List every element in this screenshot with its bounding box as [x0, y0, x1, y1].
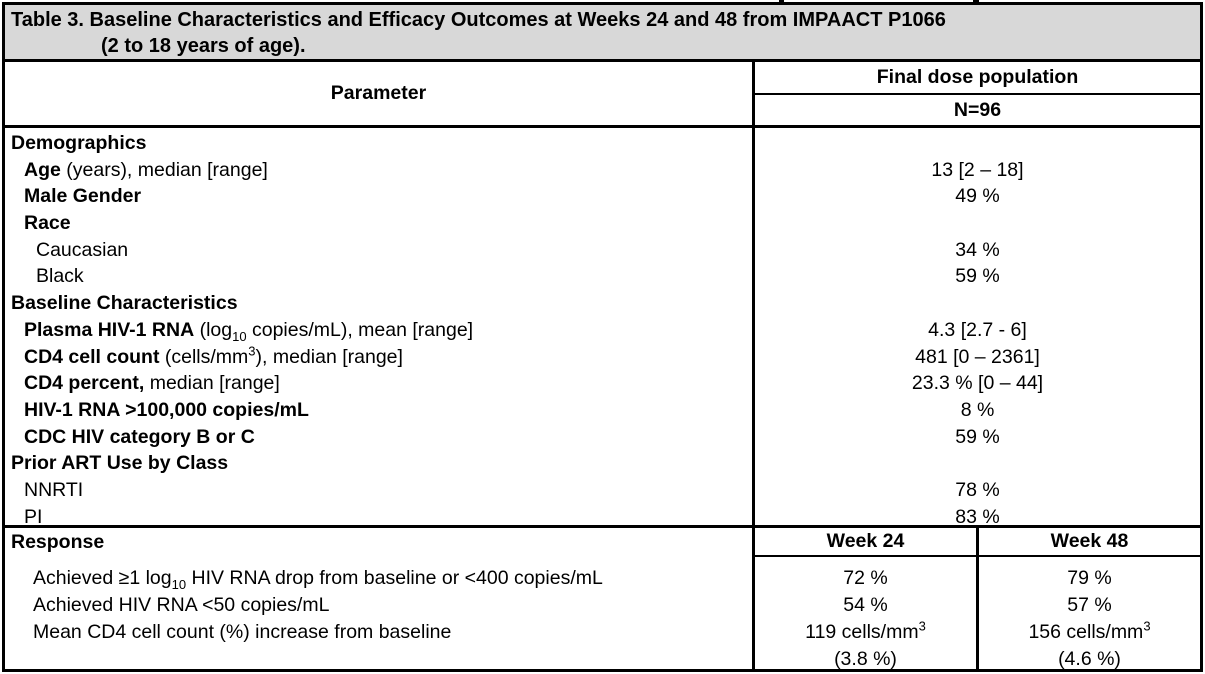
parameter-row-label: PI [24, 505, 43, 525]
table-title-line1: Table 3. Baseline Characteristics and Ef… [11, 9, 946, 31]
parameter-row-label: Baseline Characteristics [11, 292, 238, 315]
parameter-row-label: HIV-1 RNA >100,000 copies/mL [24, 398, 309, 421]
parameter-row-label: Male Gender [24, 185, 142, 208]
parameter-row-value [755, 450, 1200, 477]
parameter-row-label: Caucasian [36, 238, 129, 261]
parameter-row-value [755, 210, 1200, 237]
parameter-row-label: CD4 percent, median [range] [24, 372, 280, 395]
parameter-row-label: Black [36, 265, 84, 288]
parameter-row-value: 8 % [960, 398, 995, 421]
parameter-row-label: Demographics [11, 132, 147, 154]
response-week24-value: 72 % [843, 567, 888, 589]
parameter-row-value: 4.3 [2.7 - 6] [928, 318, 1027, 341]
table-body: Demographics Age (years), median [range] M… [5, 128, 1200, 525]
parameter-row-value: 13 [2 – 18] [931, 158, 1024, 181]
parameter-row-value [755, 130, 1200, 157]
parameter-row-value: 59 % [955, 265, 1000, 288]
parameter-row-value: 78 % [955, 478, 1000, 501]
response-header-row: Response Week 24 Week 48 [5, 525, 1200, 557]
week-48-column-header: Week 48 [979, 528, 1200, 557]
parameter-row-value: 23.3 % [0 – 44] [911, 372, 1044, 395]
parameter-column-header: Parameter [5, 62, 755, 125]
parameter-row-label: Plasma HIV-1 RNA (log10 copies/mL), mean… [24, 318, 474, 344]
response-week48-value: 79 % [1067, 567, 1112, 589]
response-body: Achieved ≥1 log10 HIV RNA drop from base… [5, 557, 1200, 669]
parameter-row-value: 59 % [955, 425, 1000, 448]
week-24-column-header: Week 24 [755, 528, 979, 557]
response-row-label: Achieved ≥1 log10 HIV RNA drop from base… [33, 567, 603, 592]
parameter-row-label: CDC HIV category B or C [24, 425, 255, 448]
response-week48-values: 79 % 57 % 156 cells/mm3 (4.6 %) [979, 557, 1200, 669]
table-body-values: 13 [2 – 18] 49 % 34 % 59 % 4.3 [2.7 - 6] 481 … [755, 128, 1200, 525]
table-title: Table 3. Baseline Characteristics and Ef… [5, 5, 1200, 62]
response-week24-value: 54 % [843, 594, 888, 616]
response-week24-values: 72 % 54 % 119 cells/mm3 (3.8 %) [755, 557, 979, 669]
response-week48-value: 156 cells/mm3 (4.6 %) [1028, 618, 1151, 670]
n-count-header: N=96 [953, 98, 1002, 121]
table-header-row: Parameter Final dose population N=96 [5, 62, 1200, 128]
response-row-label: Achieved HIV RNA <50 copies/mL [33, 594, 330, 616]
response-section-header: Response [5, 528, 755, 557]
population-column-header: Final dose population N=96 [755, 62, 1200, 125]
response-row-label: Mean CD4 cell count (%) increase from ba… [33, 621, 452, 643]
parameter-row-value: 49 % [955, 185, 1000, 208]
parameter-row-label: Prior ART Use by Class [11, 452, 229, 475]
parameter-row-label: NNRTI [24, 478, 84, 501]
parameter-row-value: 83 % [955, 505, 1000, 525]
parameter-row-value: 481 [0 – 2361] [915, 345, 1040, 368]
parameter-row-value [755, 290, 1200, 317]
parameter-row-value: 34 % [955, 238, 1000, 261]
table-title-line2: (2 to 18 years of age). [101, 35, 306, 57]
response-week48-value: 57 % [1067, 594, 1112, 616]
response-body-labels: Achieved ≥1 log10 HIV RNA drop from base… [5, 557, 755, 669]
final-dose-population-header: Final dose population [755, 62, 1200, 95]
table-body-labels: Demographics Age (years), median [range] M… [5, 128, 755, 525]
parameter-row-label: CD4 cell count (cells/mm3), median [rang… [24, 343, 403, 368]
response-week24-value: 119 cells/mm3 (3.8 %) [805, 618, 926, 670]
parameter-row-label: Age (years), median [range] [24, 158, 268, 181]
parameter-row-label: Race [24, 212, 71, 235]
